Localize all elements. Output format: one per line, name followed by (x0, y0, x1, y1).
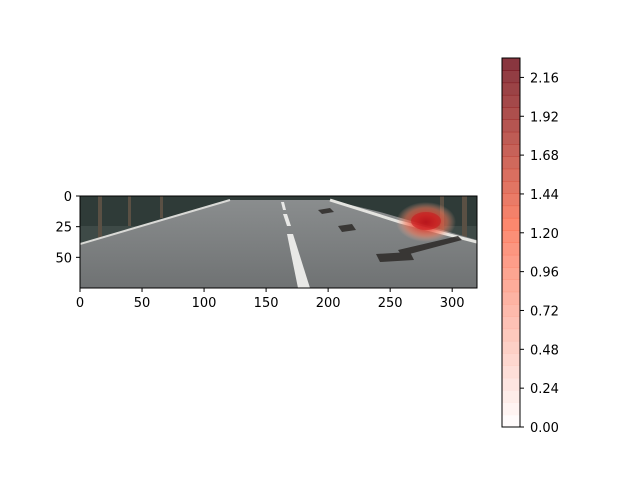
colorbar-level (502, 181, 520, 194)
colorbar-level (502, 168, 520, 182)
colorbar-level (502, 82, 520, 96)
colorbar-level (502, 107, 520, 120)
colorbar-tick-label: 0.24 (530, 382, 559, 397)
colorbar-level (502, 267, 520, 280)
colorbar-tick-label: 1.44 (530, 188, 559, 203)
heatmap-hotspot-core (411, 212, 441, 230)
y-tick-label: 0 (64, 190, 72, 205)
colorbar-level (502, 144, 520, 157)
road-surface (80, 200, 477, 288)
colorbar-tick-label: 0.48 (530, 343, 559, 358)
x-tick-label: 300 (440, 296, 465, 311)
colorbar (502, 58, 520, 428)
colorbar-tick-label: 0.96 (530, 266, 559, 281)
x-tick-label: 150 (254, 296, 279, 311)
colorbar-level (502, 291, 520, 305)
colorbar-level (502, 70, 520, 84)
x-tick-label: 100 (192, 296, 217, 311)
colorbar-level (502, 377, 520, 391)
colorbar-level (502, 414, 520, 428)
colorbar-axis: 0.00 0.24 0.48 0.72 0.96 1.20 1.44 1.68 1.92 2.16 (520, 71, 559, 436)
colorbar-level (502, 316, 520, 330)
y-tick-label: 50 (55, 251, 72, 266)
colorbar-frame (501, 57, 521, 428)
image-frame (79, 195, 478, 289)
colorbar-level (502, 205, 520, 219)
colorbar-level (502, 156, 520, 170)
colorbar-level (502, 353, 520, 366)
road-image-panel (80, 196, 477, 288)
left-road-edge (80, 199, 231, 245)
colorbar-level (502, 328, 520, 342)
colorbar-level (502, 94, 520, 108)
colorbar-tick-label: 1.68 (530, 149, 559, 164)
colorbar-level (502, 365, 520, 379)
colorbar-level (502, 193, 520, 207)
x-tick-label: 200 (316, 296, 341, 311)
colorbar-level (502, 131, 520, 145)
y-axis: 0 25 50 (55, 190, 80, 266)
colorbar-tick-label: 0.00 (530, 421, 559, 436)
colorbar-level (502, 217, 520, 231)
tree-shadows (318, 208, 462, 262)
center-lane-markings (281, 202, 310, 288)
colorbar-level (502, 119, 520, 133)
colorbar-level (502, 304, 520, 317)
colorbar-level (502, 340, 520, 354)
colorbar-level (502, 254, 520, 268)
colorbar-tick-label: 0.72 (530, 304, 559, 319)
colorbar-tick-label: 1.92 (530, 110, 559, 125)
x-tick-label: 250 (378, 296, 403, 311)
colorbar-level (502, 230, 520, 243)
colorbar-level (502, 402, 520, 416)
colorbar-level (502, 279, 520, 293)
colorbar-level (502, 390, 520, 403)
colorbar-tick-label: 2.16 (530, 71, 559, 86)
x-tick-label: 50 (134, 296, 151, 311)
y-tick-label: 25 (55, 221, 72, 236)
colorbar-level (502, 242, 520, 256)
colorbar-tick-label: 1.20 (530, 227, 559, 242)
x-axis: 0 50 100 150 200 250 300 (76, 288, 465, 311)
x-tick-label: 0 (76, 296, 84, 311)
colorbar-level (502, 58, 520, 71)
